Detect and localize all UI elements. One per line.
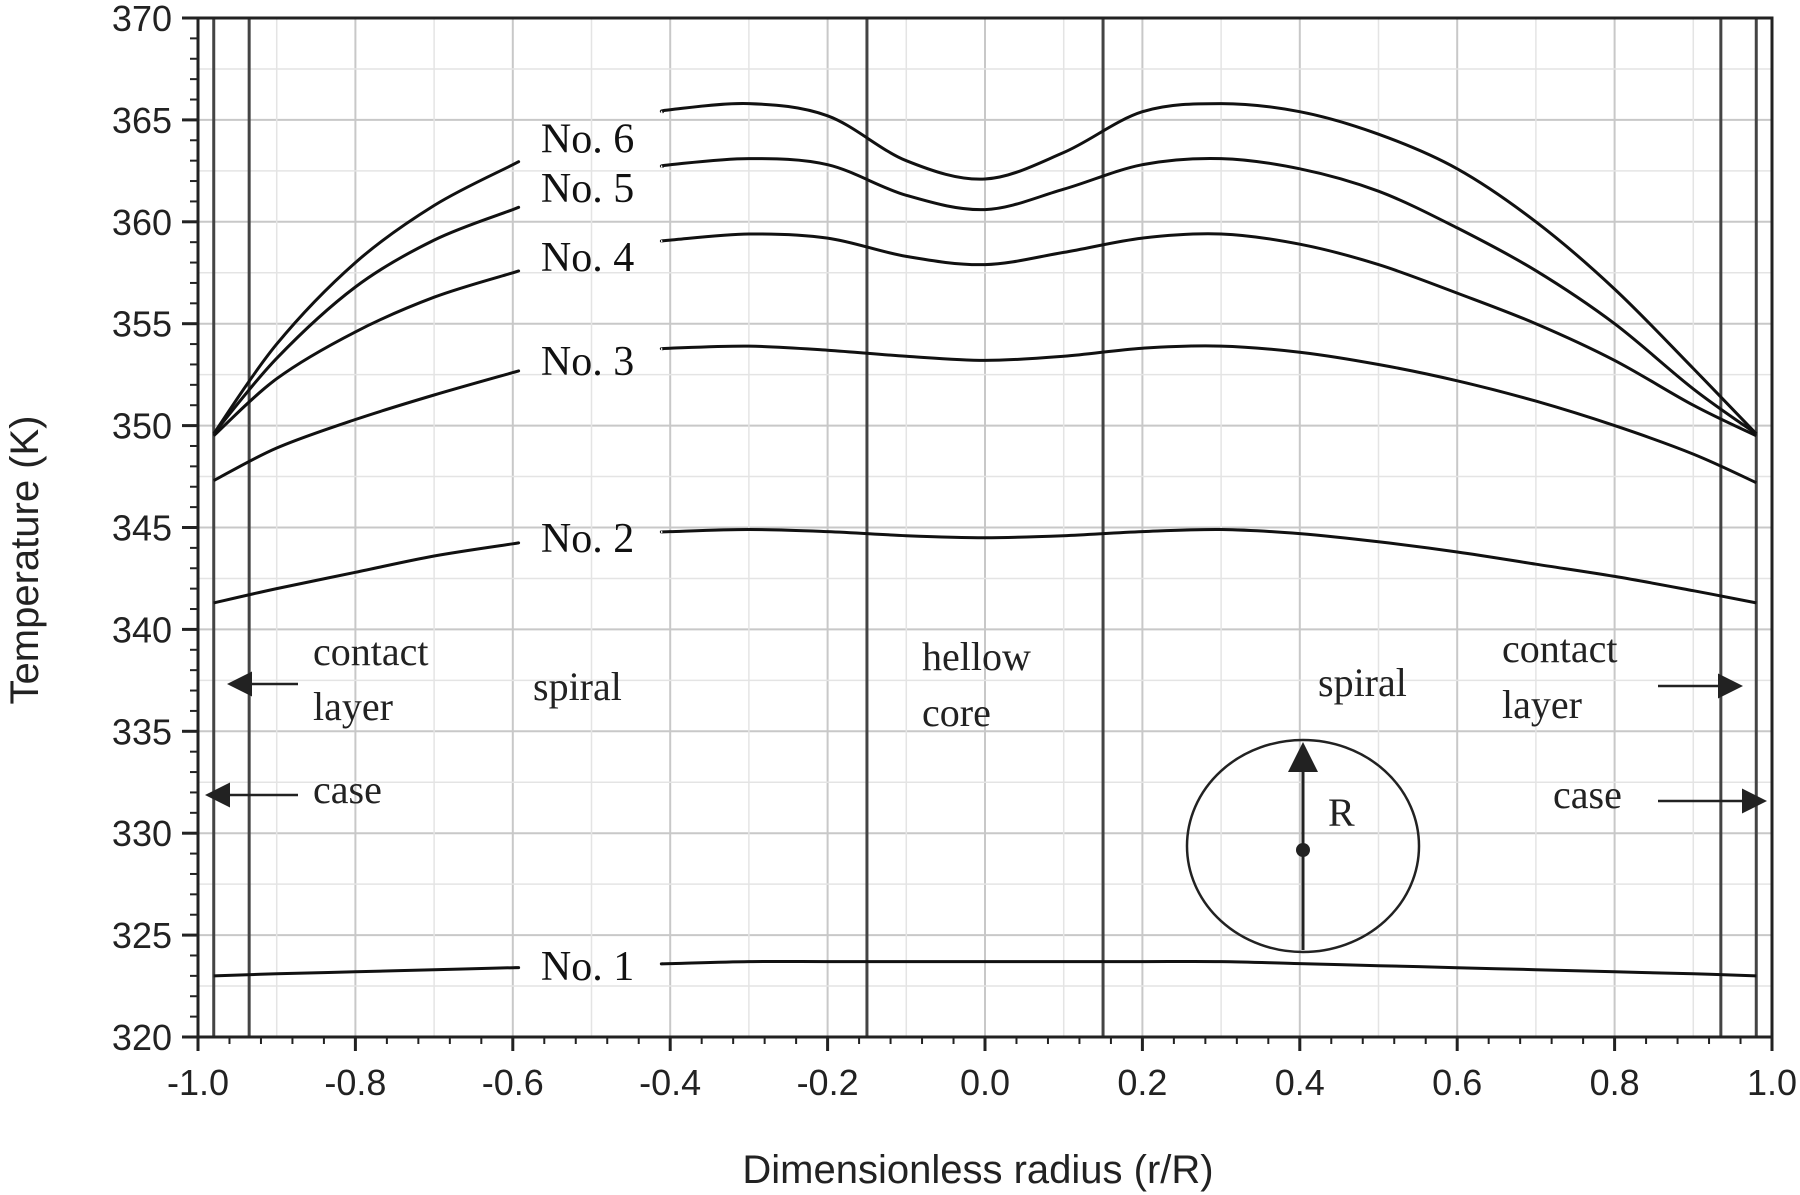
x-tick-label: 0.8 [1590,1062,1640,1103]
annotation-spiral-right: spiral [1318,660,1407,705]
x-axis-title: Dimensionless radius (r/R) [742,1148,1213,1192]
inset-radius-diagram: R [1185,738,1421,954]
y-tick-label: 335 [112,711,172,752]
x-axis-ticks: -1.0 -0.8 -0.6 -0.4 -0.2 0.0 0.2 0.4 0.6 0.8 1.0 [167,1037,1797,1103]
x-tick-label: 0.6 [1432,1062,1482,1103]
series-label-no-3: No. 3 [541,339,634,385]
y-tick-label: 325 [112,915,172,956]
inset-circle [1185,738,1421,954]
series-label-no-4: No. 4 [541,235,634,281]
annotation-contact-layer-left-1: contact [313,629,429,674]
series-line-no-1-right [659,959,1757,978]
x-tick-label: 0.0 [960,1062,1010,1103]
series-label-no-6: No. 6 [541,116,634,162]
x-tick-label: 0.2 [1117,1062,1167,1103]
grid [197,17,1773,1038]
series-line-no-2-left [213,541,521,605]
annotation-core-2: core [922,690,991,735]
series-labels: No. 1 No. 2 No. 3 No. 4 No. 5No. 6 [541,116,634,989]
annotation-contact-layer-left-2: layer [313,684,393,729]
series-line-no-3-right [659,344,1757,485]
annotation-core-1: hellow [922,634,1031,679]
x-tick-label: -0.6 [482,1062,544,1103]
series-line-no-4-left [212,269,521,437]
y-tick-label: 345 [112,508,172,549]
series-lines [212,101,1758,978]
series-line-no-2-right [659,527,1757,605]
series-label-no-5: No. 5 [541,166,634,212]
y-tick-label: 320 [112,1017,172,1058]
inset-center-dot [1296,843,1310,857]
y-tick-label: 350 [112,406,172,447]
series-line-no-3-left [213,369,521,482]
x-tick-label: 0.4 [1275,1062,1325,1103]
annotation-contact-layer-right-1: contact [1502,626,1618,671]
y-tick-label: 340 [112,609,172,650]
y-tick-label: 365 [112,100,172,141]
series-line-no-5-left [212,205,521,435]
series-line-no-5-right [659,156,1758,436]
y-axis-ticks: 320 325 330 335 340 345 350 355 360 365 370 [112,0,198,1058]
y-tick-label: 330 [112,813,172,854]
region-boundaries [212,18,1758,1037]
series-line-no-6-right [659,101,1758,435]
y-tick-label: 355 [112,304,172,345]
x-tick-label: -1.0 [167,1062,229,1103]
x-tick-label: -0.2 [797,1062,859,1103]
x-tick-label: -0.8 [324,1062,386,1103]
region-annotations: contact layer case spiral hellow core sp… [205,626,1767,817]
annotation-contact-layer-right-2: layer [1502,682,1582,727]
annotation-case-right: case [1553,772,1622,817]
y-axis-title: Temperature (K) [3,416,47,705]
series-label-no-1: No. 1 [541,944,634,990]
series-line-no-6-left [212,160,521,435]
inset-radius-label: R [1328,790,1355,835]
series-line-no-4-right [659,232,1757,438]
y-tick-label: 360 [112,202,172,243]
x-tick-label: 1.0 [1747,1062,1797,1103]
annotation-spiral-left: spiral [533,664,622,709]
y-tick-label: 370 [112,0,172,39]
series-line-no-1-left [213,966,521,978]
series-label-no-2: No. 2 [541,516,634,562]
x-tick-label: -0.4 [639,1062,701,1103]
annotation-case-left: case [313,767,382,812]
